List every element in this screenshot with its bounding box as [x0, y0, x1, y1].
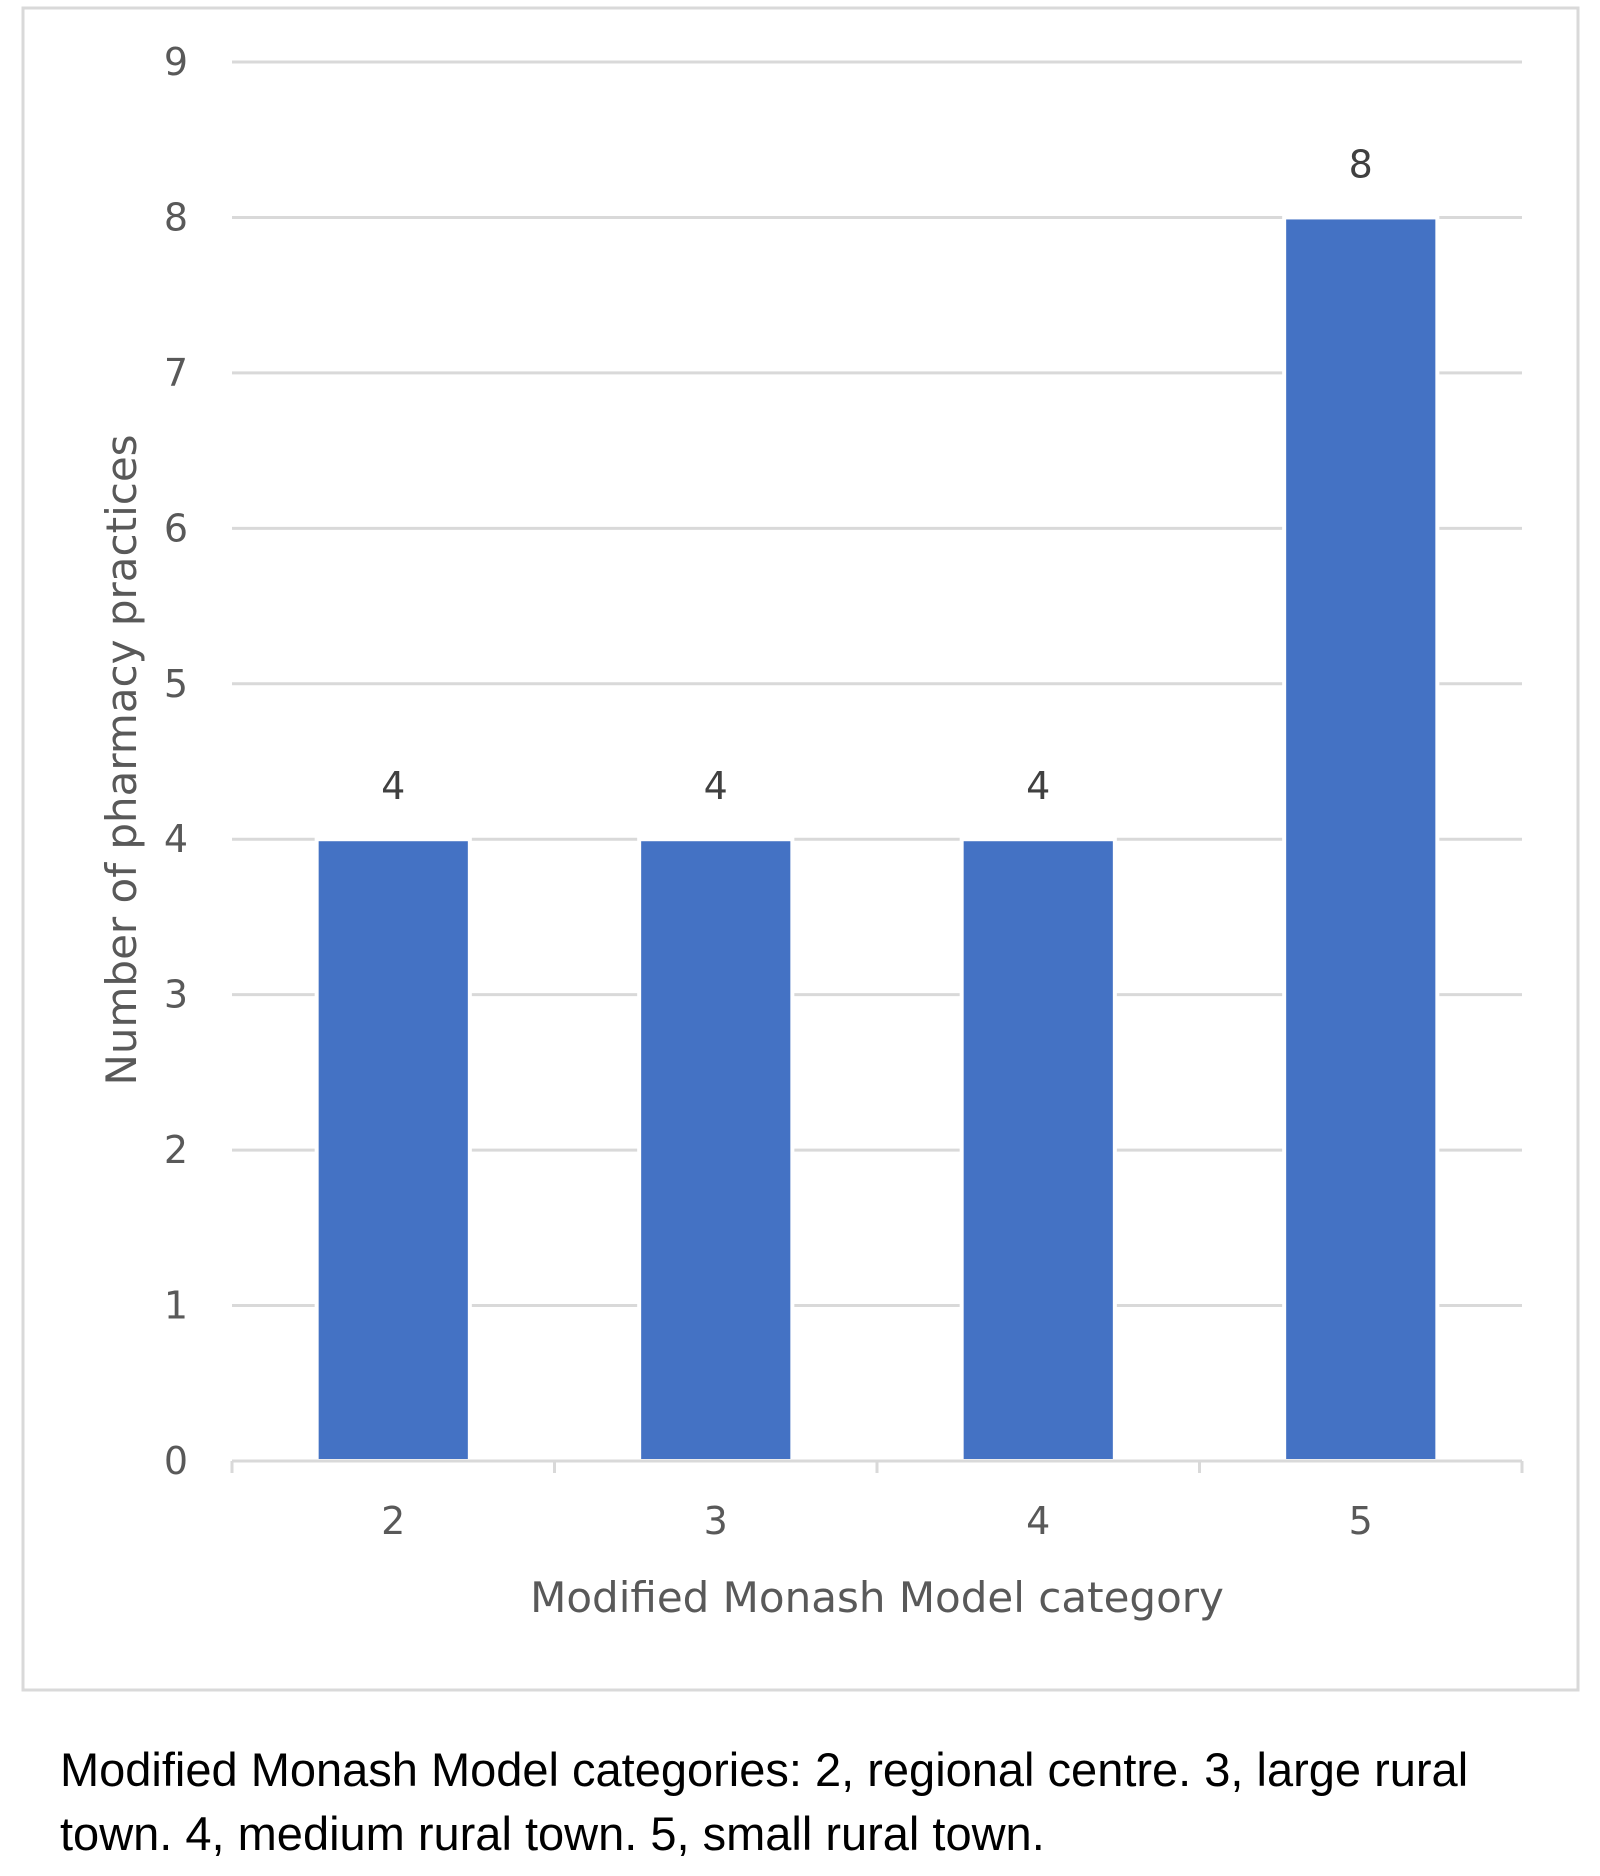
- data-label: 8: [1349, 142, 1373, 186]
- y-tick-label: 9: [164, 40, 188, 84]
- data-label: 4: [1026, 764, 1050, 808]
- bar: [959, 837, 1117, 1463]
- data-label: 4: [381, 764, 405, 808]
- y-tick-label: 8: [164, 195, 188, 239]
- y-tick-label: 7: [164, 351, 188, 395]
- y-tick-label: 5: [164, 662, 188, 706]
- data-label: 4: [704, 764, 728, 808]
- figure-caption: Modified Monash Model categories: 2, reg…: [60, 1743, 1469, 1860]
- x-tick-label: 4: [1026, 1499, 1050, 1543]
- y-tick-label: 6: [164, 506, 188, 550]
- bar: [314, 837, 472, 1463]
- labels: 0 1 2 3 4 5 6 7 8 9 4 2 4 3 4 4 8 5: [164, 40, 1373, 1543]
- y-tick-label: 4: [164, 817, 188, 861]
- y-axis-title: Number of pharmacy practices: [97, 434, 146, 1085]
- bar: [1282, 215, 1440, 1463]
- y-tick-label: 3: [164, 973, 188, 1017]
- y-tick-label: 2: [164, 1128, 188, 1172]
- x-tick-label: 5: [1349, 1499, 1373, 1543]
- bars: [314, 215, 1440, 1463]
- x-tick-label: 3: [704, 1499, 728, 1543]
- x-axis-title: Modified Monash Model category: [530, 1573, 1224, 1622]
- x-tick-label: 2: [381, 1499, 405, 1543]
- y-tick-label: 1: [164, 1284, 188, 1328]
- y-tick-label: 0: [164, 1439, 188, 1483]
- bar: [637, 837, 795, 1463]
- x-axis: [230, 1459, 1524, 1473]
- chart: 0 1 2 3 4 5 6 7 8 9 4 2 4 3 4 4 8 5 Number of pharmacy pr…: [21, 6, 1580, 1692]
